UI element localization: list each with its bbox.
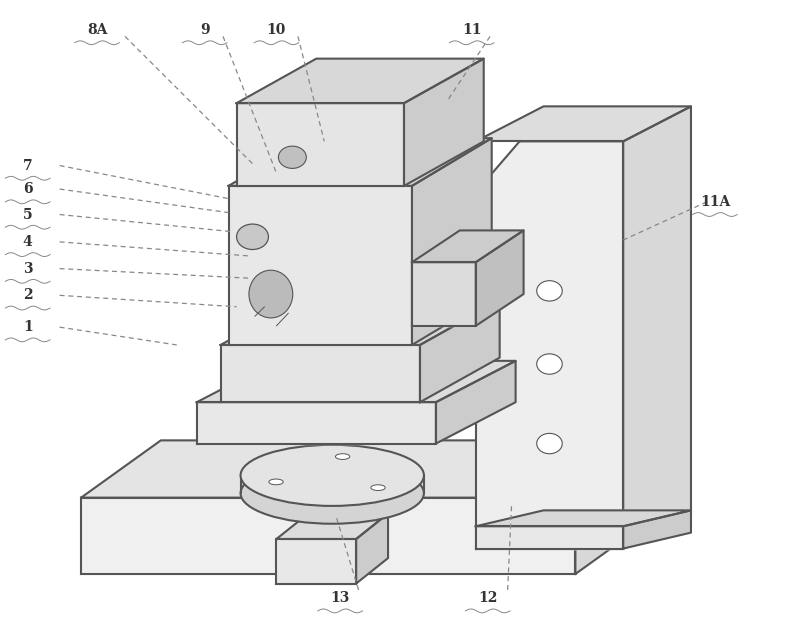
Polygon shape xyxy=(412,231,523,262)
Polygon shape xyxy=(404,59,484,186)
Ellipse shape xyxy=(237,224,269,249)
Polygon shape xyxy=(81,440,655,498)
Text: 8A: 8A xyxy=(87,23,107,37)
Text: 11: 11 xyxy=(462,23,482,37)
Polygon shape xyxy=(476,141,519,192)
Text: 9: 9 xyxy=(200,23,210,37)
Text: 3: 3 xyxy=(23,261,33,275)
Ellipse shape xyxy=(241,463,424,524)
Ellipse shape xyxy=(249,270,293,318)
Polygon shape xyxy=(237,59,484,103)
Polygon shape xyxy=(476,106,691,141)
Polygon shape xyxy=(197,361,515,402)
Polygon shape xyxy=(476,231,523,326)
Polygon shape xyxy=(197,402,436,443)
Text: 7: 7 xyxy=(23,158,33,173)
Text: 10: 10 xyxy=(266,23,286,37)
Ellipse shape xyxy=(371,485,386,491)
Text: 12: 12 xyxy=(478,591,498,605)
Polygon shape xyxy=(221,345,420,402)
Text: 11A: 11A xyxy=(700,195,730,209)
Polygon shape xyxy=(229,186,412,345)
Polygon shape xyxy=(277,514,388,539)
Polygon shape xyxy=(575,440,655,574)
Ellipse shape xyxy=(335,454,350,459)
Polygon shape xyxy=(221,300,500,345)
Text: 2: 2 xyxy=(23,288,33,302)
Polygon shape xyxy=(476,141,623,548)
Text: 4: 4 xyxy=(23,235,33,249)
Text: 5: 5 xyxy=(23,208,33,222)
Polygon shape xyxy=(476,511,691,527)
Polygon shape xyxy=(356,514,388,583)
Polygon shape xyxy=(237,103,404,186)
Ellipse shape xyxy=(241,445,424,506)
Text: 6: 6 xyxy=(23,182,33,196)
Polygon shape xyxy=(412,138,492,345)
Polygon shape xyxy=(420,300,500,402)
Text: 1: 1 xyxy=(23,320,33,334)
Ellipse shape xyxy=(269,479,283,485)
Ellipse shape xyxy=(537,433,562,454)
Polygon shape xyxy=(436,361,515,443)
Polygon shape xyxy=(81,498,575,574)
Polygon shape xyxy=(476,527,623,548)
Polygon shape xyxy=(229,138,492,186)
Polygon shape xyxy=(277,539,356,583)
Polygon shape xyxy=(623,106,691,548)
Text: 13: 13 xyxy=(330,591,350,605)
Ellipse shape xyxy=(278,146,306,169)
Ellipse shape xyxy=(537,354,562,374)
Polygon shape xyxy=(623,511,691,548)
Polygon shape xyxy=(412,262,476,326)
Ellipse shape xyxy=(537,281,562,301)
